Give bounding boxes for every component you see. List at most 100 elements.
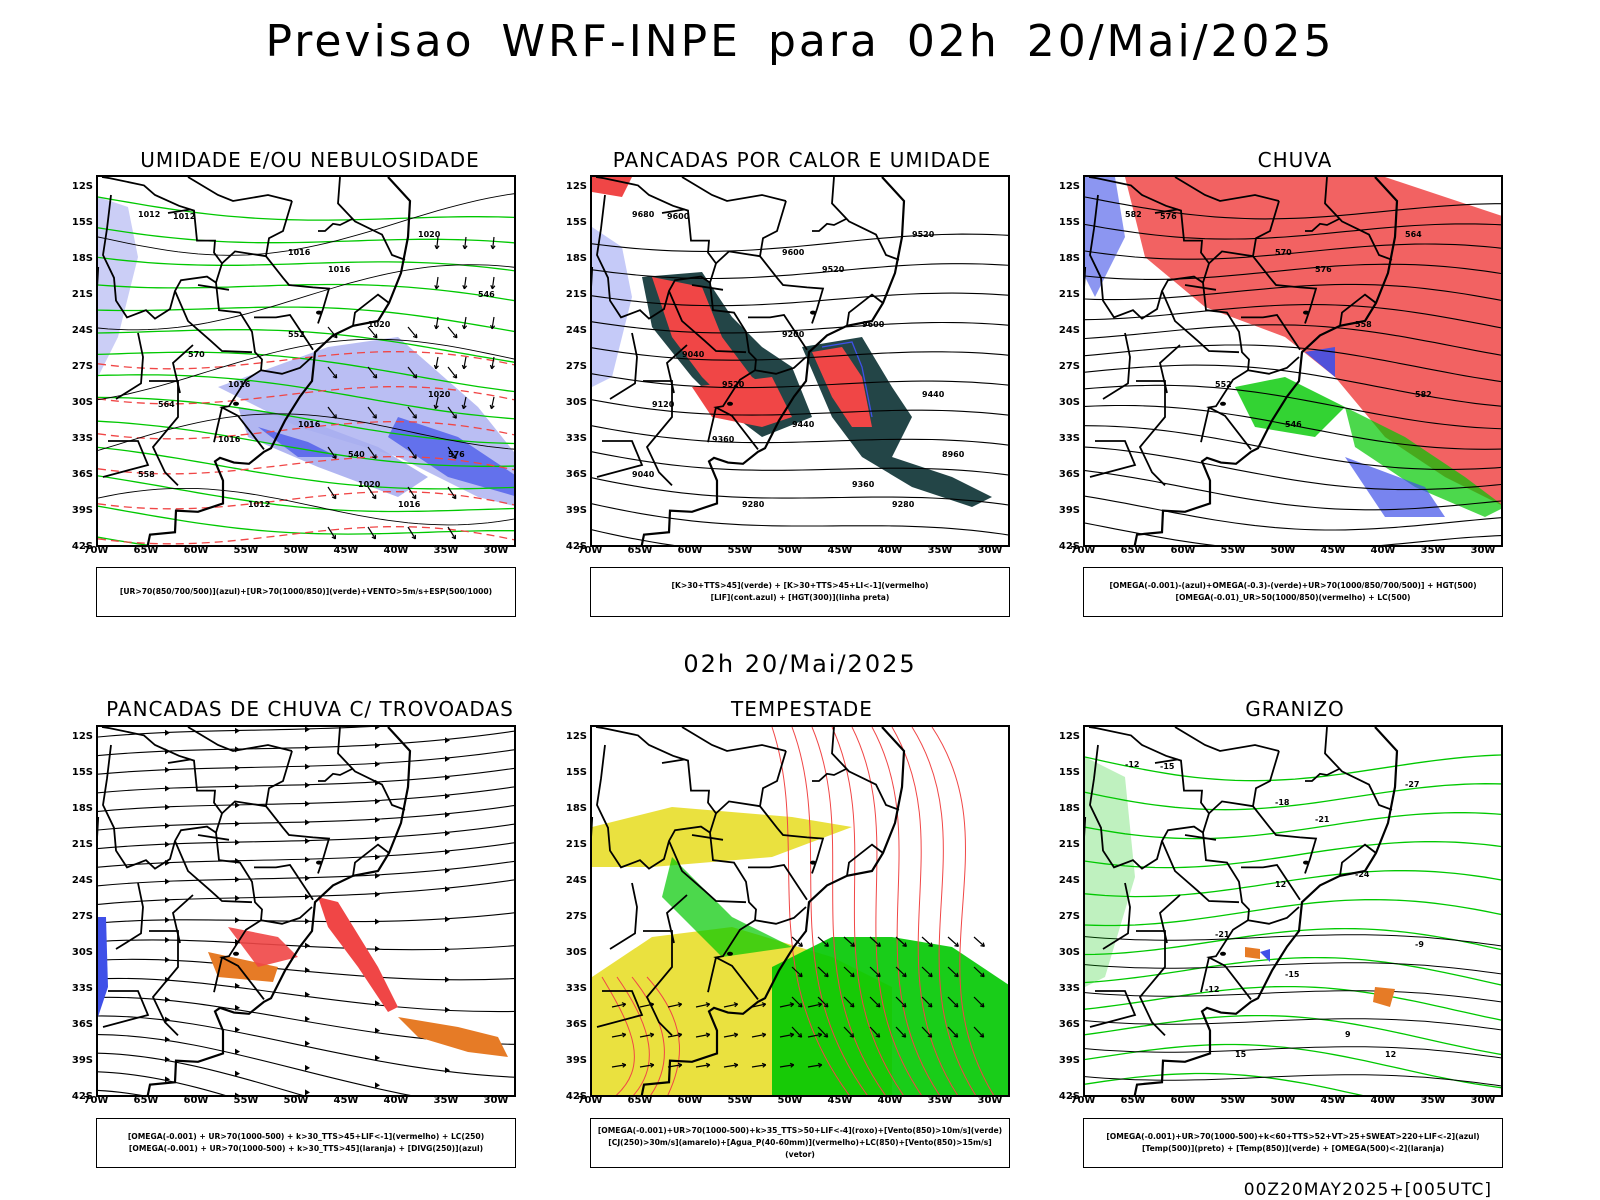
- political-border: [213, 407, 223, 443]
- streamline-arrow: [235, 1070, 240, 1077]
- wind-vector: [447, 366, 458, 379]
- longitude-tick-label: 40W: [383, 1095, 409, 1106]
- height-contour: [1085, 324, 1501, 356]
- wind-vector: [807, 1002, 823, 1008]
- longitude-tick-label: 45W: [333, 545, 359, 556]
- height-contour: [592, 292, 1008, 307]
- wind-vector: [779, 1062, 795, 1068]
- contour-label: 1016: [328, 265, 351, 274]
- longitude-tick-label: 55W: [233, 545, 259, 556]
- streamline-arrow: [375, 1054, 380, 1061]
- wind-vector: [843, 936, 855, 947]
- longitude-tick-label: 45W: [827, 545, 853, 556]
- wind-vector: [973, 966, 985, 978]
- run-timestamp: 00Z20MAY2025+[005UTC]: [1243, 1180, 1492, 1200]
- political-border: [1154, 208, 1179, 214]
- height-contour: [1085, 304, 1501, 329]
- political-border: [1184, 284, 1217, 291]
- wind-vector: [667, 1032, 683, 1038]
- lake-marker: [727, 401, 733, 406]
- political-border: [595, 177, 759, 450]
- contour-label: 564: [1405, 230, 1422, 239]
- latitude-tick-label: 24S: [1058, 875, 1080, 886]
- thunder-red-shading: [318, 897, 398, 1012]
- political-border: [1174, 177, 1280, 202]
- political-border: [1136, 380, 1166, 487]
- longitude-tick-label: 60W: [1170, 1095, 1196, 1106]
- streamline-arrow: [305, 991, 310, 998]
- rh-contour-green: [98, 351, 514, 393]
- longitude-tick-label: 40W: [383, 545, 409, 556]
- streamline-arrow: [375, 945, 380, 952]
- wind-vector: [461, 396, 467, 410]
- height-contour: [592, 263, 1008, 280]
- longitude-tick-label: 35W: [433, 545, 459, 556]
- longitude-tick-label: 30W: [1470, 545, 1496, 556]
- longitude-tick-label: 70W: [577, 545, 603, 556]
- wind-vector: [639, 1032, 655, 1038]
- latitude-tick-label: 15S: [1058, 767, 1080, 778]
- political-border: [707, 407, 717, 443]
- political-border: [595, 727, 759, 1000]
- political-border: [759, 200, 825, 324]
- wind-vector: [433, 356, 439, 370]
- latitude-tick-label: 15S: [71, 217, 93, 228]
- longitude-tick-label: 50W: [1270, 545, 1296, 556]
- wind-vector: [869, 996, 881, 1008]
- map-canvas: 1012 1012 1016 1016 1020 1020 1016 1016 1020 1016…: [98, 177, 514, 545]
- latitude-tick-label: 18S: [1058, 803, 1080, 814]
- map-granizo: -12 -15 -18 -21 -27 -24 -21 -15 -9 -12 9 12 15 12: [1083, 725, 1503, 1097]
- height-contour: [592, 425, 1008, 446]
- political-border: [754, 356, 807, 375]
- political-border: [748, 864, 808, 901]
- streamline-arrow: [375, 835, 380, 842]
- panel-title-granizo: GRANIZO: [1245, 697, 1345, 721]
- streamline-arrow: [235, 1048, 240, 1055]
- latitude-tick-label: 24S: [565, 325, 587, 336]
- wind-vector: [434, 316, 440, 330]
- streamline-arrow: [305, 893, 310, 900]
- map-chuva: 582 576 570 576 564 558 552 546 582: [1083, 175, 1503, 547]
- legend-line: [OMEGA(-0.001) + UR>70(1000-500) + k>30_…: [128, 1144, 484, 1153]
- streamline-arrow: [305, 1064, 310, 1071]
- contour-label: -18: [1275, 798, 1290, 807]
- longitude-tick-label: 65W: [133, 1095, 159, 1106]
- lake-marker: [233, 951, 239, 956]
- lake-marker: [727, 951, 733, 956]
- contour-label: 582: [1125, 210, 1142, 219]
- wind-vector: [407, 406, 417, 419]
- wind-vector: [843, 996, 855, 1008]
- streamline-arrow: [445, 976, 450, 983]
- wind-vector: [895, 1026, 907, 1038]
- latitude-tick-label: 42S: [71, 541, 93, 552]
- rh-contour-green: [98, 374, 514, 420]
- political-border: [1241, 864, 1301, 901]
- streamline: [98, 786, 514, 812]
- latitude-tick-label: 33S: [71, 433, 93, 444]
- contour-label: 1016: [228, 380, 251, 389]
- precip-water-contour: [931, 727, 995, 1095]
- streamline-arrow: [445, 848, 450, 855]
- latitude-tick-label: 36S: [71, 469, 93, 480]
- political-border: [1161, 290, 1240, 354]
- thunder-red-shading: [228, 927, 298, 967]
- political-border: [1305, 768, 1340, 782]
- longitude-tick-label: 70W: [577, 1095, 603, 1106]
- political-border: [318, 218, 353, 232]
- political-border: [352, 293, 390, 326]
- political-border: [1102, 332, 1131, 400]
- latitude-tick-label: 18S: [71, 803, 93, 814]
- height-contour: [1085, 446, 1501, 491]
- contour-label: 1016: [218, 435, 241, 444]
- streamline-arrow: [165, 917, 170, 924]
- political-border: [260, 906, 313, 925]
- political-border: [666, 344, 688, 394]
- streamline-arrow: [375, 727, 380, 730]
- pressure-contour: [98, 193, 514, 256]
- latitude-tick-label: 15S: [565, 767, 587, 778]
- contour-label: -15: [1160, 762, 1175, 771]
- height-contour: [592, 399, 1008, 416]
- contour-label: 1020: [368, 320, 391, 329]
- wind-vector: [447, 526, 457, 540]
- height-contour: [592, 477, 1008, 506]
